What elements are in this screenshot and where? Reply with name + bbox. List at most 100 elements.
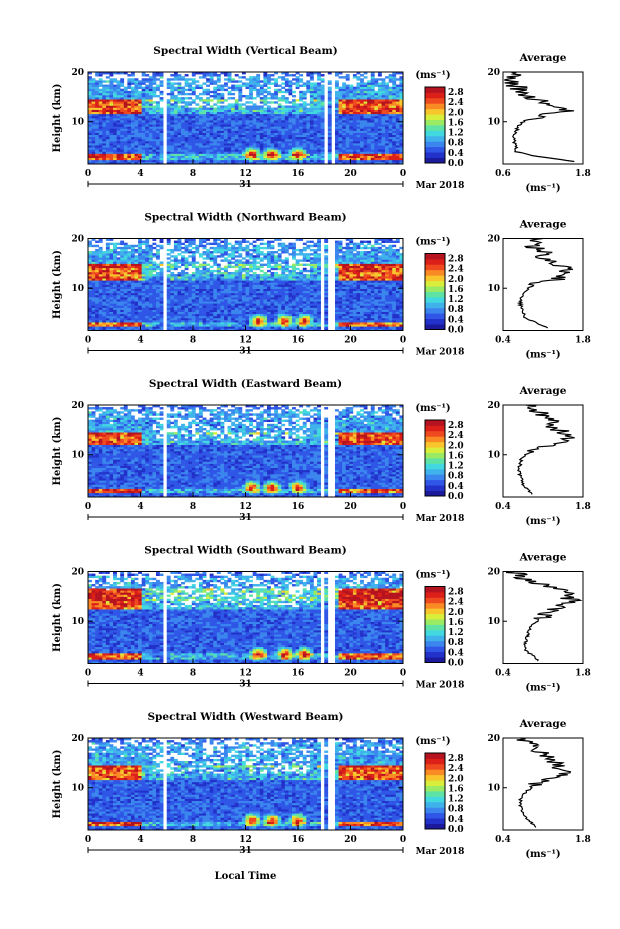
heatmap-cell — [91, 244, 96, 248]
heatmap-cell — [159, 313, 164, 317]
colorbar-tick-label: 1.2 — [448, 129, 464, 139]
heatmap-cell — [277, 107, 282, 110]
heatmap-cell — [224, 141, 228, 144]
heatmap-cell — [184, 288, 189, 292]
heatmap-cell — [327, 99, 332, 102]
heatmap-cell — [159, 305, 164, 308]
heatmap-cell — [256, 151, 261, 154]
heatmap-cell — [377, 103, 382, 106]
heatmap-cell — [198, 307, 203, 310]
heatmap-cell — [345, 101, 350, 104]
heatmap-cell — [299, 111, 304, 115]
heatmap-cell — [91, 322, 96, 325]
heatmap-cell — [120, 280, 125, 283]
heatmap-cell — [216, 132, 221, 136]
heatmap-cell — [102, 130, 107, 133]
heatmap-cell — [138, 141, 142, 144]
heatmap-cell — [256, 109, 261, 113]
heatmap-cell — [206, 328, 211, 331]
heatmap-cell — [184, 115, 189, 119]
heatmap-cell — [206, 138, 211, 142]
heatmap-cell — [152, 315, 157, 319]
heatmap-cell — [356, 141, 361, 144]
heatmap-cell — [334, 132, 339, 136]
heatmap-cell — [95, 74, 100, 77]
heatmap-cell — [309, 111, 314, 115]
heatmap-cell — [116, 122, 121, 125]
heatmap-cell — [213, 307, 218, 310]
heatmap-cell — [152, 82, 157, 85]
heatmap-cell — [292, 78, 296, 81]
heatmap-cell — [156, 147, 160, 150]
heatmap-cell — [141, 132, 146, 136]
heatmap-cell — [123, 311, 128, 315]
heatmap-cell — [284, 147, 289, 150]
heatmap-cell — [123, 157, 128, 161]
heatmap-cell — [170, 265, 175, 269]
heatmap-cell — [345, 155, 350, 159]
heatmap-cell — [134, 86, 139, 90]
heatmap-cell — [206, 309, 211, 312]
heatmap-cell — [91, 128, 96, 131]
heatmap-cell — [98, 97, 103, 100]
heatmap-cell — [141, 322, 146, 325]
heatmap-cell — [292, 101, 296, 104]
heatmap-cell — [370, 76, 375, 79]
heatmap-cell — [320, 88, 325, 92]
heatmap-cell — [263, 134, 268, 138]
heatmap-cell — [356, 151, 361, 154]
heatmap-cell — [392, 90, 397, 94]
heatmap-cell — [306, 132, 311, 136]
heatmap-cell — [170, 99, 175, 102]
heatmap-cell — [127, 307, 132, 310]
heatmap-cell — [277, 97, 282, 100]
heatmap-cell — [370, 136, 375, 140]
heatmap-cell — [381, 82, 386, 85]
heatmap-cell — [102, 274, 107, 277]
heatmap-cell — [220, 294, 225, 298]
heatmap-cell — [102, 120, 107, 123]
heatmap-cell — [313, 118, 318, 121]
heatmap-cell — [188, 248, 193, 252]
heatmap-cell — [170, 297, 175, 300]
heatmap-cell — [327, 111, 332, 115]
heatmap-cell — [173, 130, 178, 133]
heatmap-cell — [134, 149, 139, 152]
heatmap-cell — [152, 284, 157, 287]
heatmap-cell — [181, 92, 185, 96]
heatmap-cell — [349, 124, 354, 127]
heatmap-cell — [184, 141, 189, 144]
heatmap-cell — [252, 120, 257, 123]
heatmap-cell — [281, 82, 286, 85]
heatmap-cell — [292, 147, 296, 150]
heatmap-cell — [360, 113, 364, 117]
heatmap-cell — [234, 99, 239, 102]
heatmap-cell — [102, 267, 107, 271]
heatmap-cell — [166, 124, 171, 127]
heatmap-cell — [274, 138, 279, 142]
heatmap-cell — [102, 153, 107, 156]
heatmap-cell — [113, 282, 117, 285]
heatmap-cell — [113, 88, 117, 92]
heatmap-cell — [317, 124, 321, 127]
heatmap-cell — [245, 132, 250, 136]
heatmap-cell — [148, 153, 153, 156]
heatmap-cell — [141, 159, 146, 163]
heatmap-cell — [363, 72, 368, 75]
heatmap-cell — [134, 278, 139, 281]
heatmap-cell — [263, 90, 268, 94]
heatmap-cell — [120, 155, 125, 159]
colorbar-segment — [425, 108, 445, 115]
heatmap-cell — [191, 282, 196, 285]
heatmap-cell — [141, 301, 146, 304]
average-unit: (ms⁻¹) — [525, 183, 560, 194]
heatmap-cell — [249, 134, 253, 138]
heatmap-cell — [342, 107, 347, 110]
heatmap-cell — [266, 147, 271, 150]
heatmap-cell — [91, 294, 96, 298]
heatmap-cell — [152, 274, 157, 277]
heatmap-cell — [313, 103, 318, 106]
heatmap-cell — [342, 101, 347, 104]
heatmap-cell — [263, 78, 268, 81]
heatmap-cell — [234, 138, 239, 142]
